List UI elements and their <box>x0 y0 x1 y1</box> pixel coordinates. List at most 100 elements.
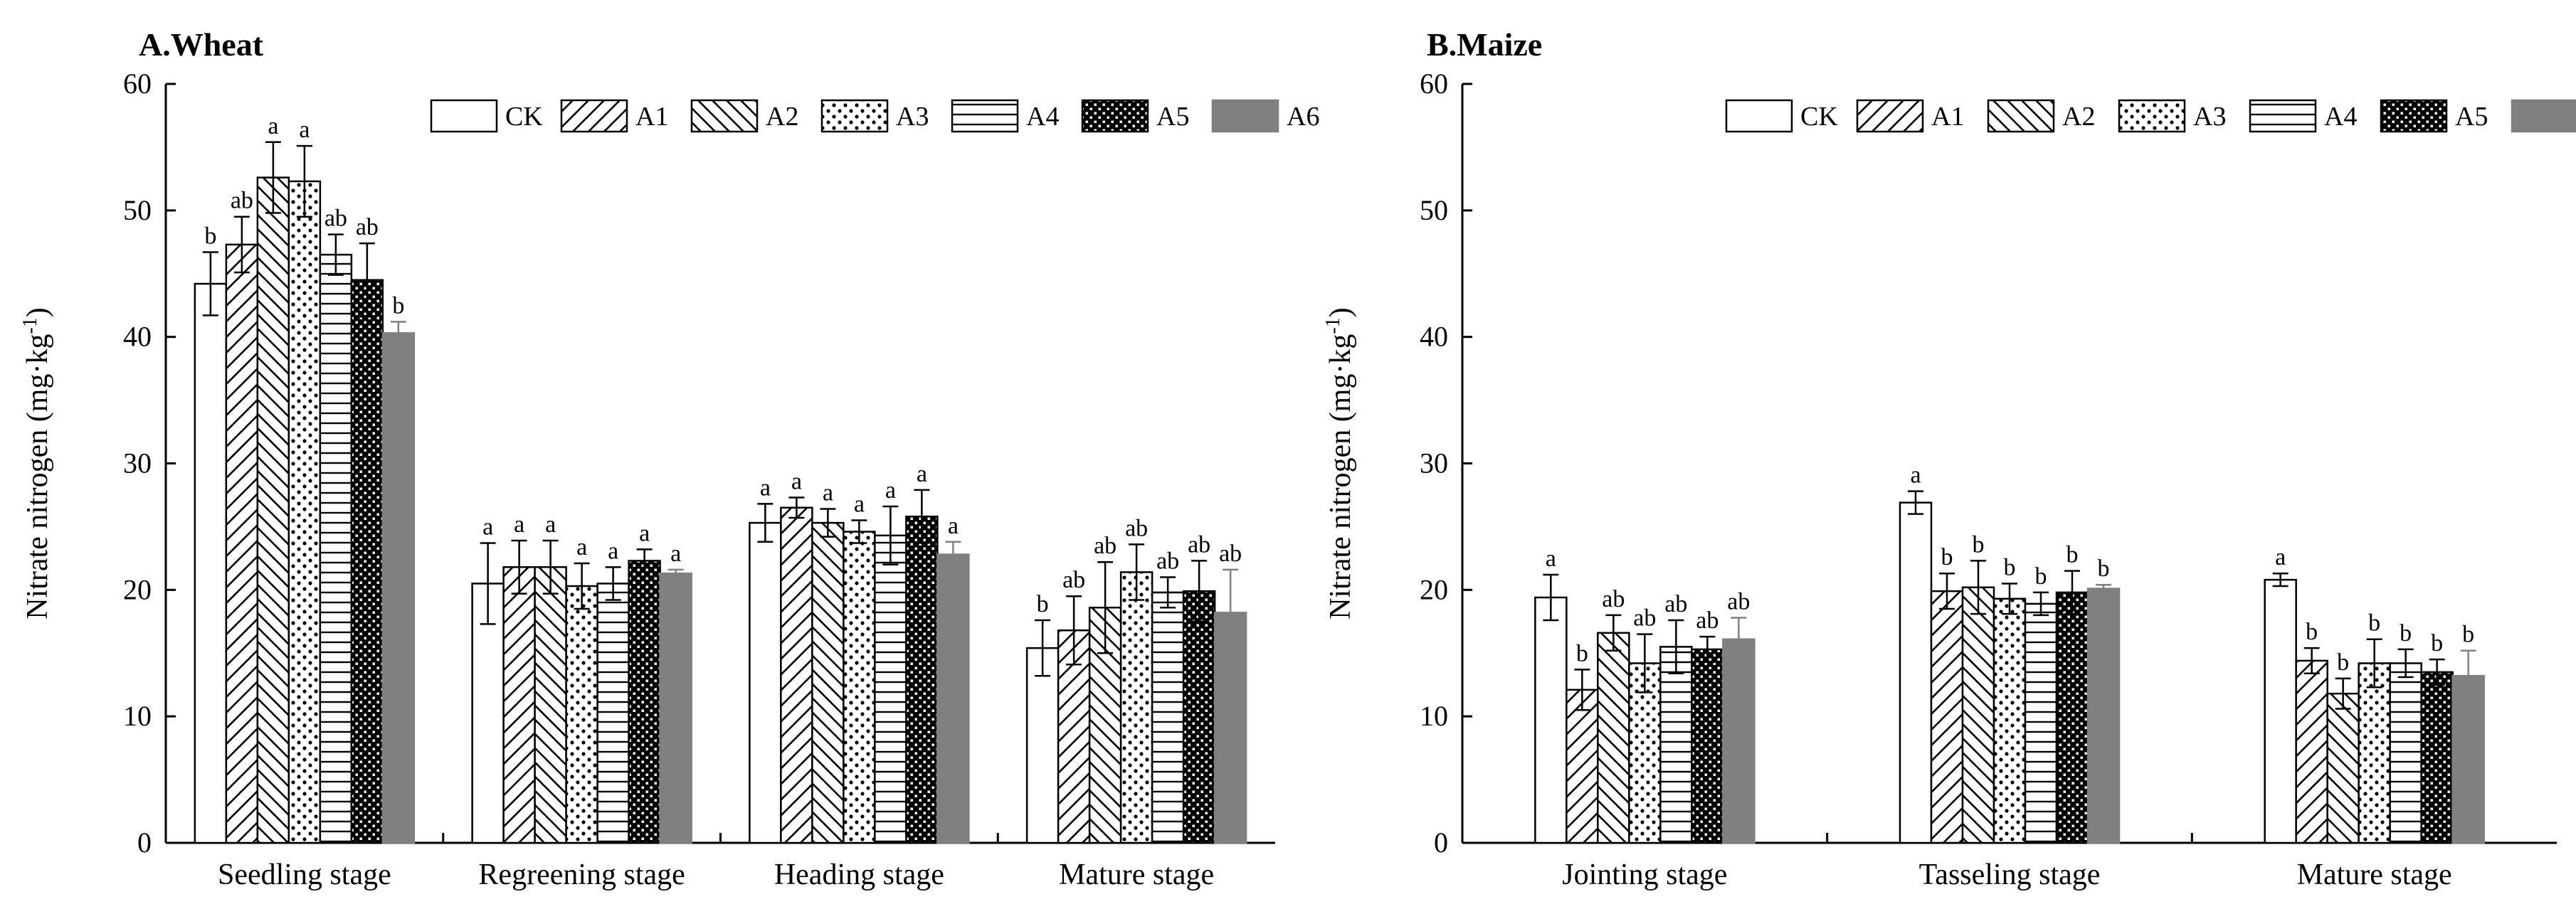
significance-label: ab <box>1094 533 1117 559</box>
x-category-label: Seedling stage <box>218 859 391 891</box>
significance-label: a <box>760 474 771 501</box>
significance-label: a <box>823 480 833 506</box>
legend-swatch-A1 <box>1857 100 1923 132</box>
significance-label: a <box>2275 544 2286 570</box>
x-category-label: Tasseling stage <box>1919 859 2101 891</box>
significance-label: a <box>791 469 802 495</box>
significance-label: b <box>2306 619 2318 645</box>
bar-A2 <box>1598 633 1629 843</box>
significance-label: a <box>670 541 681 567</box>
y-axis-title: Nitrate nitrogen (mg·kg-1) <box>19 307 55 620</box>
y-tick-label: 10 <box>123 700 152 732</box>
panel-title: A.Wheat <box>139 26 264 63</box>
significance-label: ab <box>1125 515 1148 541</box>
bar-A6 <box>383 333 414 843</box>
y-tick-label: 20 <box>1420 573 1448 605</box>
legend-label: A2 <box>766 102 798 132</box>
legend-label: A5 <box>2455 102 2488 132</box>
bar-A6 <box>937 555 968 843</box>
legend-label: A2 <box>2062 102 2095 132</box>
significance-label: a <box>514 511 524 538</box>
significance-label: b <box>2004 554 2016 580</box>
bar-CK <box>1535 597 1566 843</box>
bar-A3 <box>843 532 875 843</box>
y-tick-label: 40 <box>123 321 152 353</box>
legend-swatch-CK <box>1726 100 1792 132</box>
legend-swatch-A3 <box>822 100 887 132</box>
y-tick-label: 30 <box>123 447 152 479</box>
bar-CK <box>2265 580 2296 843</box>
bar-CK <box>1900 503 1931 843</box>
significance-label: a <box>545 511 556 538</box>
y-tick-label: 10 <box>1420 700 1448 732</box>
legend-swatch-A6 <box>1213 100 1278 132</box>
significance-label: b <box>2066 542 2079 568</box>
significance-label: ab <box>1062 567 1085 593</box>
significance-label: b <box>2431 630 2443 656</box>
x-category-label: Heading stage <box>774 859 944 891</box>
significance-label: a <box>639 520 650 546</box>
legend-label: A6 <box>1287 102 1319 132</box>
significance-label: ab <box>1219 541 1242 567</box>
significance-label: b <box>2400 620 2412 647</box>
legend-label: CK <box>505 102 543 132</box>
significance-label: ab <box>324 206 347 232</box>
bar-A1 <box>226 245 258 843</box>
bar-A4 <box>598 583 629 843</box>
legend-label: A5 <box>1156 102 1189 132</box>
significance-label: b <box>2098 556 2110 582</box>
y-tick-label: 50 <box>1420 194 1448 226</box>
significance-label: b <box>204 223 216 250</box>
legend-swatch-A1 <box>561 100 627 132</box>
legend-swatch-A2 <box>692 100 757 132</box>
bar-A5 <box>352 280 383 843</box>
bar-A6 <box>1723 639 1754 843</box>
bar-A3 <box>1121 572 1152 843</box>
bar-A5 <box>906 516 937 843</box>
significance-label: a <box>576 534 587 560</box>
bar-A3 <box>566 586 598 843</box>
bar-A4 <box>2025 604 2057 843</box>
bar-A2 <box>535 567 566 843</box>
significance-label: ab <box>1188 531 1210 558</box>
bar-A2 <box>812 523 843 843</box>
bar-A5 <box>2422 672 2453 843</box>
significance-label: a <box>268 113 278 139</box>
legend-label: CK <box>1800 102 1838 132</box>
significance-label: ab <box>1633 605 1656 632</box>
significance-label: b <box>2368 610 2380 637</box>
legend-swatch-A5 <box>1082 100 1148 132</box>
panel-title: B.Maize <box>1427 26 1542 63</box>
bar-A2 <box>1963 588 1994 843</box>
bar-A3 <box>289 181 320 843</box>
significance-label: a <box>1910 462 1921 489</box>
legend-swatch-A4 <box>2250 100 2316 132</box>
significance-label: ab <box>1156 548 1179 575</box>
significance-label: a <box>482 514 493 541</box>
bar-A4 <box>1660 647 1691 843</box>
significance-label: a <box>885 477 896 504</box>
bar-A2 <box>258 178 289 843</box>
y-tick-label: 30 <box>1420 447 1448 479</box>
bar-A5 <box>2057 592 2088 843</box>
bar-A4 <box>1152 592 1183 843</box>
bar-A1 <box>2296 661 2328 843</box>
legend-swatch-A5 <box>2381 100 2446 132</box>
significance-label: a <box>608 538 618 564</box>
bar-A1 <box>781 508 812 843</box>
x-category-label: Mature stage <box>2297 859 2452 891</box>
bar-A6 <box>2088 589 2119 843</box>
significance-label: a <box>1546 546 1556 572</box>
bar-A4 <box>320 255 352 843</box>
significance-label: ab <box>1664 591 1687 617</box>
significance-label: b <box>1973 531 1985 558</box>
significance-label: b <box>1037 591 1049 617</box>
legend-swatch-A4 <box>952 100 1018 132</box>
significance-label: b <box>392 292 404 319</box>
significance-label: ab <box>356 214 379 240</box>
bar-A3 <box>1994 599 2025 843</box>
legend-label: A1 <box>635 102 668 132</box>
